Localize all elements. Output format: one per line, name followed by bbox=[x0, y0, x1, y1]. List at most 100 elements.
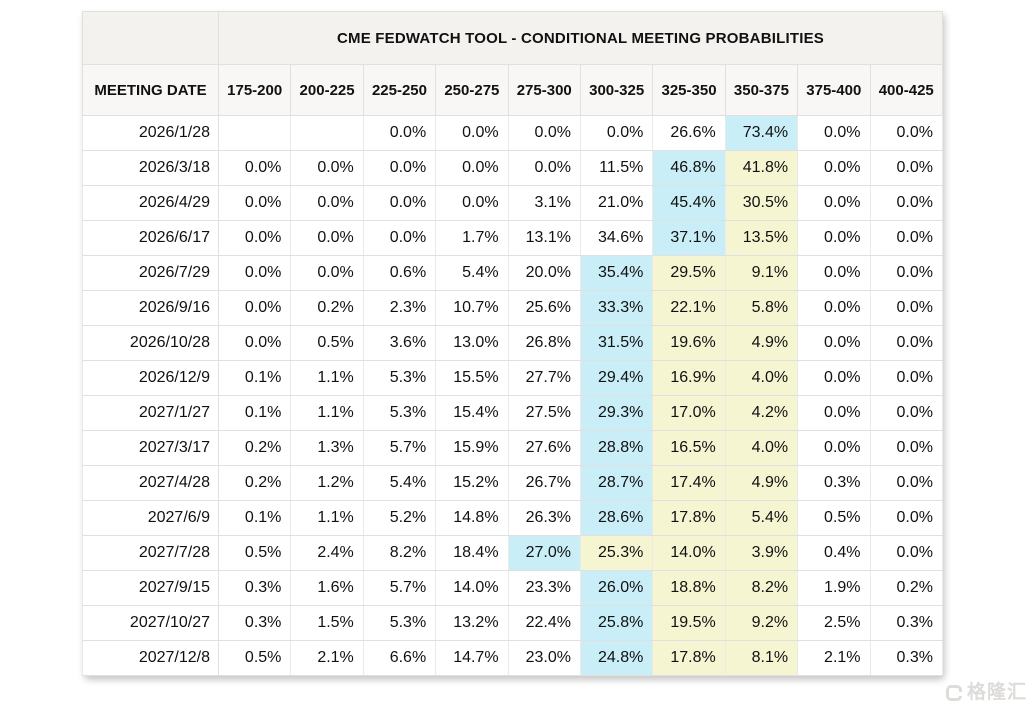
probability-cell: 5.7% bbox=[362, 570, 437, 606]
rate-range-header: 400-425 bbox=[869, 64, 944, 116]
probability-cell: 41.8% bbox=[724, 150, 799, 186]
probability-cell: 18.8% bbox=[652, 570, 726, 606]
probability-cell: 0.0% bbox=[507, 115, 581, 151]
probability-cell: 0.0% bbox=[869, 150, 944, 186]
probability-cell: 25.3% bbox=[579, 535, 654, 571]
probability-cell: 0.0% bbox=[579, 115, 654, 151]
probability-cell: 3.9% bbox=[724, 535, 799, 571]
probability-cell: 14.0% bbox=[435, 570, 509, 606]
probability-cell: 5.7% bbox=[362, 430, 437, 466]
probability-cell: 26.0% bbox=[579, 570, 654, 606]
probability-cell: 0.0% bbox=[290, 255, 364, 291]
probability-cell: 8.2% bbox=[724, 570, 799, 606]
probability-cell: 0.2% bbox=[217, 430, 292, 466]
probability-cell: 0.1% bbox=[217, 360, 292, 396]
probability-cell: 22.1% bbox=[652, 290, 726, 326]
gelonghui-logo-icon bbox=[945, 684, 962, 701]
probability-cell bbox=[290, 115, 364, 151]
probability-cell: 5.3% bbox=[362, 360, 437, 396]
probability-cell: 23.3% bbox=[507, 570, 581, 606]
table-row: 2027/6/9 0.1% 1.1% 5.2% 14.8% 26.3% 28.6% 17.8%… bbox=[82, 500, 944, 536]
probability-cell: 0.0% bbox=[869, 535, 944, 571]
fedwatch-table-card: CME FEDWATCH TOOL - CONDITIONAL MEETING … bbox=[82, 11, 944, 676]
table-row: 2027/10/27 0.3% 1.5% 5.3% 13.2% 22.4% 25.8% 19.… bbox=[82, 605, 944, 641]
column-header-row: MEETING DATE 175-200 200-225 225-250 250-27… bbox=[82, 64, 944, 116]
probability-cell: 17.8% bbox=[652, 640, 726, 676]
probability-cell: 13.2% bbox=[435, 605, 509, 641]
probability-cell: 1.5% bbox=[290, 605, 364, 641]
probability-cell: 0.0% bbox=[507, 150, 581, 186]
probability-cell: 6.6% bbox=[362, 640, 437, 676]
probability-cell: 0.1% bbox=[217, 500, 292, 536]
probability-cell: 20.0% bbox=[507, 255, 581, 291]
rate-range-header: 200-225 bbox=[290, 64, 364, 116]
probability-cell: 0.5% bbox=[290, 325, 364, 361]
probability-cell: 25.8% bbox=[579, 605, 654, 641]
probability-cell: 0.0% bbox=[217, 150, 292, 186]
probability-cell: 0.0% bbox=[797, 255, 871, 291]
probability-cell: 0.0% bbox=[797, 150, 871, 186]
probability-cell: 0.0% bbox=[217, 185, 292, 221]
probability-cell: 19.6% bbox=[652, 325, 726, 361]
probability-cell: 26.8% bbox=[507, 325, 581, 361]
probability-cell: 17.8% bbox=[652, 500, 726, 536]
meeting-date-cell: 2027/9/15 bbox=[82, 570, 219, 606]
probability-cell: 17.4% bbox=[652, 465, 726, 501]
probability-cell: 37.1% bbox=[652, 220, 726, 256]
probability-cell: 16.9% bbox=[652, 360, 726, 396]
probability-cell: 1.6% bbox=[290, 570, 364, 606]
probability-cell: 0.0% bbox=[869, 255, 944, 291]
meeting-date-cell: 2027/10/27 bbox=[82, 605, 219, 641]
probability-cell: 0.0% bbox=[797, 430, 871, 466]
table-title: CME FEDWATCH TOOL - CONDITIONAL MEETING … bbox=[218, 11, 943, 65]
probability-cell: 0.3% bbox=[869, 640, 944, 676]
rate-range-header: 225-250 bbox=[362, 64, 437, 116]
probability-cell: 0.3% bbox=[217, 605, 292, 641]
probability-cell: 2.4% bbox=[290, 535, 364, 571]
meeting-date-cell: 2026/4/29 bbox=[82, 185, 219, 221]
table-row: 2027/4/28 0.2% 1.2% 5.4% 15.2% 26.7% 28.7% 17.4… bbox=[82, 465, 944, 501]
meeting-date-cell: 2027/1/27 bbox=[82, 395, 219, 431]
probability-cell: 2.3% bbox=[362, 290, 437, 326]
probability-cell: 4.9% bbox=[724, 465, 799, 501]
table-row: 2026/9/16 0.0% 0.2% 2.3% 10.7% 25.6% 33.3% 22.1… bbox=[82, 290, 944, 326]
gelonghui-watermark: 格隆汇 bbox=[945, 683, 1027, 702]
probability-cell: 0.0% bbox=[869, 500, 944, 536]
table-row: 2027/12/8 0.5% 2.1% 6.6% 14.7% 23.0% 24.8% 17.8… bbox=[82, 640, 944, 676]
probability-cell: 1.7% bbox=[435, 220, 509, 256]
probability-cell: 28.8% bbox=[579, 430, 654, 466]
probability-cell: 5.4% bbox=[362, 465, 437, 501]
probability-cell: 29.4% bbox=[579, 360, 654, 396]
probability-cell: 11.5% bbox=[579, 150, 654, 186]
probability-cell: 0.0% bbox=[362, 185, 437, 221]
probability-cell: 29.5% bbox=[652, 255, 726, 291]
probability-cell: 21.0% bbox=[579, 185, 654, 221]
probability-cell: 34.6% bbox=[579, 220, 654, 256]
probability-cell: 0.0% bbox=[869, 395, 944, 431]
rate-range-header: 275-300 bbox=[507, 64, 581, 116]
probability-cell: 5.3% bbox=[362, 605, 437, 641]
probability-cell: 8.2% bbox=[362, 535, 437, 571]
meeting-date-cell: 2026/1/28 bbox=[82, 115, 219, 151]
probability-cell: 0.0% bbox=[290, 220, 364, 256]
meeting-date-cell: 2027/12/8 bbox=[82, 640, 219, 676]
rate-range-header: 175-200 bbox=[217, 64, 292, 116]
probability-cell: 35.4% bbox=[579, 255, 654, 291]
probability-cell: 27.6% bbox=[507, 430, 581, 466]
probability-cell: 28.6% bbox=[579, 500, 654, 536]
probability-cell: 0.0% bbox=[797, 220, 871, 256]
probability-cell: 0.1% bbox=[217, 395, 292, 431]
probability-cell: 0.3% bbox=[797, 465, 871, 501]
probability-cell: 13.5% bbox=[724, 220, 799, 256]
probability-cell: 0.4% bbox=[797, 535, 871, 571]
table-row: 2027/3/17 0.2% 1.3% 5.7% 15.9% 27.6% 28.8% 16.5… bbox=[82, 430, 944, 466]
probability-cell: 23.0% bbox=[507, 640, 581, 676]
probability-cell: 15.4% bbox=[435, 395, 509, 431]
probability-cell: 10.7% bbox=[435, 290, 509, 326]
probability-cell: 0.0% bbox=[362, 115, 437, 151]
probability-cell: 13.1% bbox=[507, 220, 581, 256]
meeting-date-cell: 2026/6/17 bbox=[82, 220, 219, 256]
probability-cell: 0.0% bbox=[435, 115, 509, 151]
probability-cell: 33.3% bbox=[579, 290, 654, 326]
meeting-date-header: MEETING DATE bbox=[82, 64, 219, 116]
